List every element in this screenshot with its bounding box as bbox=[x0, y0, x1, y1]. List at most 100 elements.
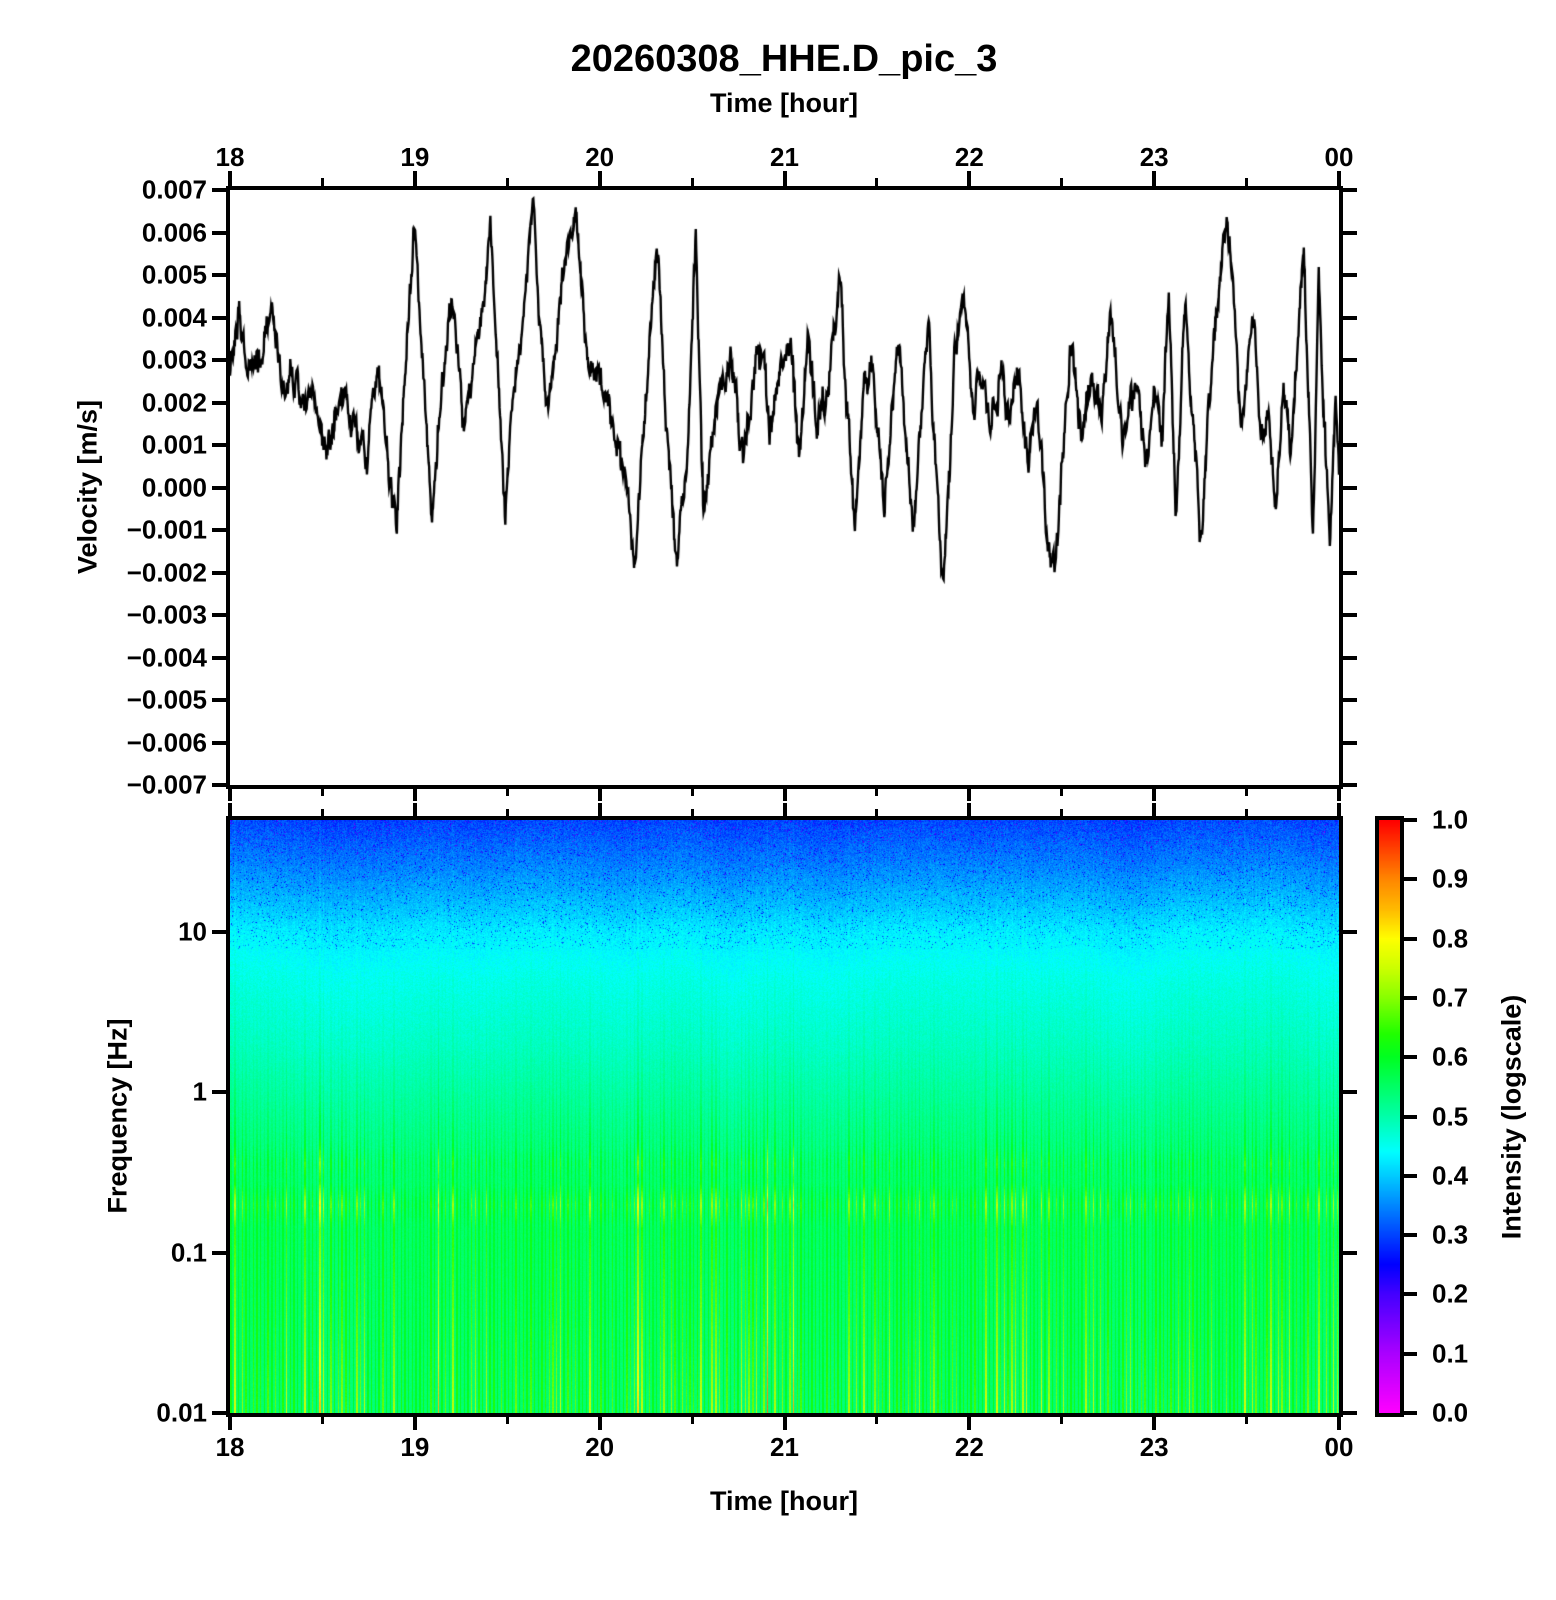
axis-tick bbox=[1404, 1292, 1417, 1297]
axis-tick bbox=[782, 171, 787, 186]
axis-tick bbox=[412, 171, 417, 186]
axis-tick bbox=[1343, 1411, 1357, 1415]
tick-label: 19 bbox=[400, 1432, 430, 1462]
axis-tick bbox=[1343, 613, 1357, 617]
tick-label: 18 bbox=[215, 142, 245, 172]
colorbar-canvas bbox=[1379, 820, 1400, 1413]
axis-tick bbox=[1404, 1411, 1417, 1415]
tick-label: −0.007 bbox=[126, 769, 207, 800]
axis-tick bbox=[228, 789, 232, 801]
tick-label: 20 bbox=[585, 1432, 615, 1462]
axis-tick bbox=[782, 803, 787, 816]
axis-tick bbox=[212, 570, 226, 575]
axis-tick bbox=[1343, 273, 1357, 277]
axis-tick bbox=[1245, 789, 1249, 796]
axis-tick bbox=[412, 789, 417, 801]
tick-label: 00 bbox=[1324, 142, 1354, 172]
axis-tick bbox=[1404, 818, 1417, 822]
spectrogram-ylabel: Frequency [Hz] bbox=[102, 1018, 133, 1214]
tick-label: 0.0 bbox=[1432, 1397, 1469, 1428]
axis-tick bbox=[875, 809, 879, 816]
tick-label: 0.003 bbox=[141, 344, 207, 375]
tick-label: 0.000 bbox=[141, 472, 207, 502]
colorbar bbox=[1375, 816, 1404, 1417]
axis-tick bbox=[1337, 171, 1341, 186]
tick-label: 20 bbox=[585, 142, 615, 172]
axis-tick bbox=[1343, 570, 1357, 575]
axis-tick bbox=[1343, 230, 1357, 235]
axis-tick bbox=[1343, 315, 1357, 320]
axis-tick bbox=[967, 803, 972, 816]
axis-tick bbox=[320, 789, 324, 796]
tick-label: −0.002 bbox=[126, 557, 207, 587]
axis-tick bbox=[1152, 1417, 1157, 1430]
axis-tick bbox=[1337, 803, 1341, 816]
tick-label: 0.1 bbox=[170, 1237, 207, 1268]
axis-tick bbox=[1404, 877, 1417, 882]
axis-tick bbox=[228, 171, 232, 186]
axis-tick bbox=[1245, 1417, 1249, 1424]
axis-tick bbox=[1404, 1114, 1417, 1119]
axis-tick bbox=[1343, 528, 1357, 532]
axis-tick bbox=[1343, 698, 1357, 702]
axis-tick bbox=[212, 485, 226, 490]
axis-tick bbox=[1343, 740, 1357, 745]
tick-label: 19 bbox=[400, 142, 430, 172]
axis-tick bbox=[212, 783, 226, 787]
axis-tick bbox=[1337, 789, 1341, 801]
axis-tick bbox=[1245, 178, 1249, 186]
axis-tick bbox=[212, 443, 226, 447]
tick-label: 21 bbox=[770, 1432, 799, 1462]
axis-tick bbox=[212, 1090, 226, 1095]
axis-tick bbox=[1343, 188, 1357, 192]
axis-tick bbox=[782, 789, 787, 801]
spectrogram-panel bbox=[226, 816, 1343, 1417]
axis-tick bbox=[505, 789, 509, 796]
tick-label: 1.0 bbox=[1432, 804, 1469, 835]
tick-label: −0.003 bbox=[126, 599, 207, 630]
axis-tick bbox=[1343, 358, 1357, 362]
axis-tick bbox=[1404, 1351, 1417, 1356]
tick-label: 0.7 bbox=[1432, 982, 1469, 1013]
axis-tick bbox=[212, 315, 226, 320]
axis-tick bbox=[597, 803, 602, 816]
tick-label: 0.5 bbox=[1432, 1101, 1469, 1131]
axis-tick bbox=[1152, 171, 1157, 186]
axis-tick bbox=[597, 789, 602, 801]
tick-label: 22 bbox=[954, 142, 984, 172]
axis-tick bbox=[1152, 789, 1157, 801]
tick-label: 0.2 bbox=[1432, 1278, 1469, 1309]
axis-tick bbox=[1404, 1055, 1417, 1060]
tick-label: 0.001 bbox=[141, 429, 207, 460]
axis-tick bbox=[1245, 809, 1249, 816]
axis-tick bbox=[597, 1417, 602, 1430]
colorbar-label: Intensity (logscale) bbox=[1496, 994, 1527, 1240]
axis-tick bbox=[412, 1417, 417, 1430]
axis-tick bbox=[1343, 443, 1357, 447]
axis-tick bbox=[212, 1250, 226, 1255]
axis-tick bbox=[212, 188, 226, 192]
axis-tick bbox=[412, 803, 417, 816]
tick-label: 0.8 bbox=[1432, 923, 1469, 954]
axis-tick bbox=[320, 809, 324, 816]
axis-tick bbox=[967, 171, 972, 186]
axis-tick bbox=[505, 809, 509, 816]
axis-tick bbox=[1404, 936, 1417, 941]
axis-tick bbox=[1343, 400, 1357, 405]
tick-label: −0.005 bbox=[126, 684, 207, 715]
tick-label: 10 bbox=[178, 916, 207, 947]
axis-tick bbox=[690, 809, 694, 816]
axis-tick bbox=[1060, 1417, 1064, 1424]
tick-label: 0.9 bbox=[1432, 863, 1469, 894]
axis-tick bbox=[1343, 783, 1357, 787]
axis-tick bbox=[212, 1411, 226, 1415]
tick-label: 0.005 bbox=[141, 259, 207, 290]
axis-tick bbox=[505, 1417, 509, 1424]
axis-tick bbox=[1343, 1090, 1357, 1095]
tick-label: −0.004 bbox=[126, 642, 207, 672]
tick-label: 0.3 bbox=[1432, 1219, 1469, 1250]
axis-tick bbox=[212, 740, 226, 745]
axis-tick bbox=[690, 1417, 694, 1424]
axis-tick bbox=[875, 1417, 879, 1424]
